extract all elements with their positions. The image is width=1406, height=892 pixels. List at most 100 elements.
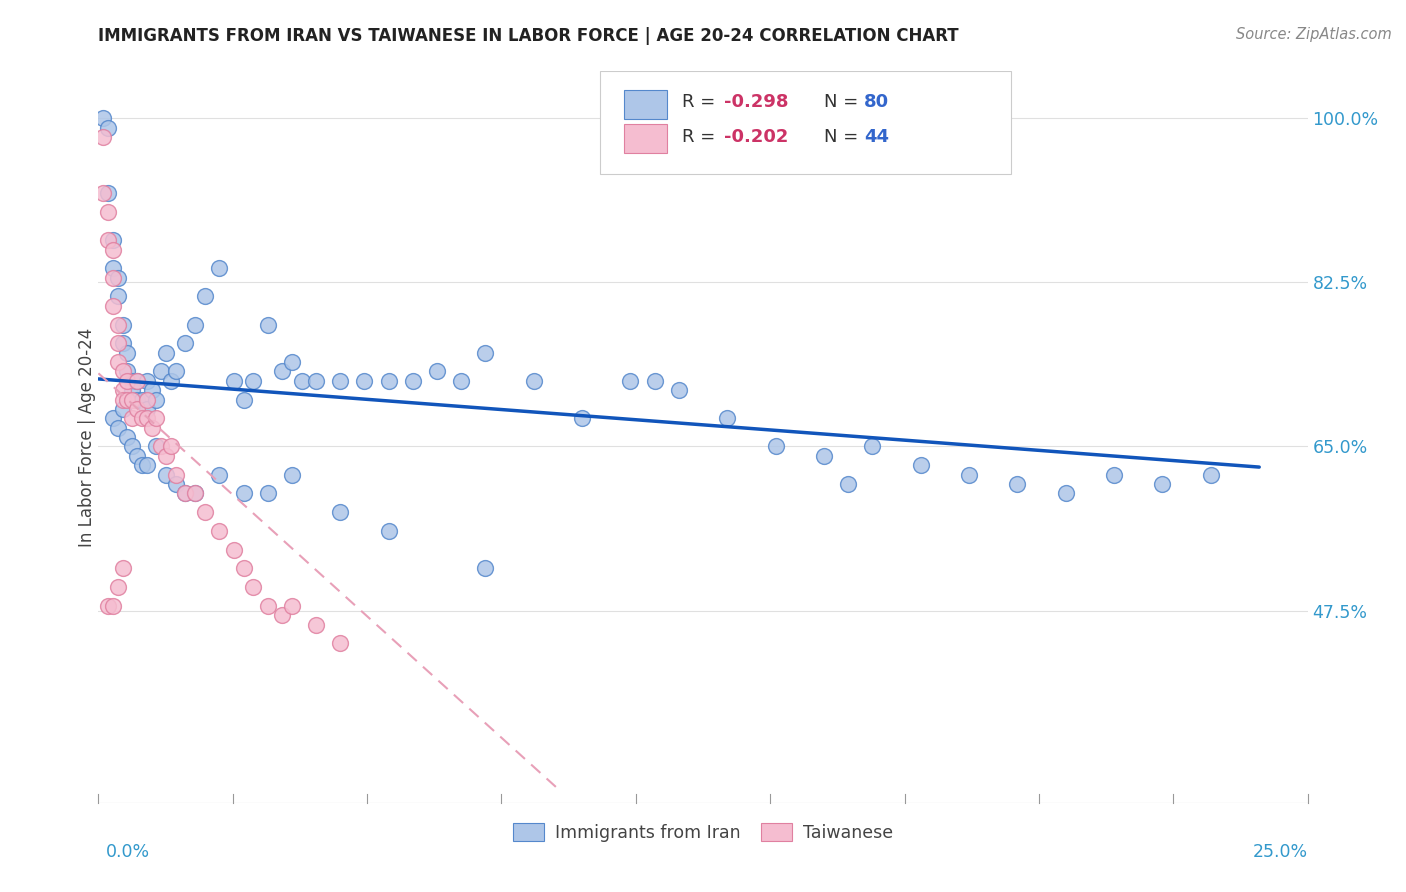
- Point: [208, 524, 231, 538]
- Point: [117, 430, 139, 444]
- Point: [111, 318, 134, 332]
- Point: [131, 392, 153, 407]
- Point: [281, 355, 304, 369]
- Text: 25.0%: 25.0%: [1253, 843, 1308, 861]
- Point: [1102, 467, 1125, 482]
- Point: [256, 486, 278, 500]
- Point: [910, 458, 932, 473]
- Point: [232, 392, 254, 407]
- Point: [377, 524, 399, 538]
- Point: [271, 364, 294, 378]
- Text: IMMIGRANTS FROM IRAN VS TAIWANESE IN LABOR FORCE | AGE 20-24 CORRELATION CHART: IMMIGRANTS FROM IRAN VS TAIWANESE IN LAB…: [98, 27, 959, 45]
- Point: [101, 411, 124, 425]
- Point: [101, 261, 124, 276]
- Point: [860, 440, 883, 454]
- Point: [145, 440, 167, 454]
- Point: [155, 345, 177, 359]
- Point: [107, 355, 129, 369]
- Point: [97, 205, 120, 219]
- Point: [127, 374, 149, 388]
- FancyBboxPatch shape: [600, 71, 1011, 174]
- Point: [145, 411, 167, 425]
- Point: [155, 449, 177, 463]
- Point: [135, 458, 157, 473]
- Text: N =: N =: [824, 93, 863, 112]
- Point: [127, 449, 149, 463]
- Point: [305, 374, 328, 388]
- Point: [256, 599, 278, 613]
- Point: [141, 383, 163, 397]
- Point: [194, 289, 217, 303]
- Point: [91, 186, 114, 201]
- Point: [111, 561, 134, 575]
- Point: [329, 505, 352, 519]
- Point: [97, 186, 120, 201]
- Text: R =: R =: [682, 128, 721, 146]
- Point: [426, 364, 449, 378]
- Point: [111, 364, 134, 378]
- Point: [474, 345, 496, 359]
- Point: [131, 458, 153, 473]
- Point: [127, 401, 149, 416]
- Point: [101, 243, 124, 257]
- Point: [619, 374, 641, 388]
- Point: [91, 112, 114, 126]
- Point: [232, 486, 254, 500]
- Point: [121, 411, 143, 425]
- Point: [145, 392, 167, 407]
- Point: [765, 440, 787, 454]
- Point: [290, 374, 312, 388]
- Point: [716, 411, 738, 425]
- Point: [957, 467, 980, 482]
- FancyBboxPatch shape: [624, 124, 666, 153]
- Point: [97, 599, 120, 613]
- Point: [97, 233, 120, 247]
- Point: [184, 318, 207, 332]
- Point: [1199, 467, 1222, 482]
- Point: [353, 374, 375, 388]
- Point: [107, 289, 129, 303]
- Point: [668, 383, 690, 397]
- Point: [523, 374, 546, 388]
- Point: [101, 270, 124, 285]
- Point: [242, 580, 264, 594]
- FancyBboxPatch shape: [624, 89, 666, 119]
- Point: [111, 336, 134, 351]
- Point: [222, 542, 245, 557]
- Point: [184, 486, 207, 500]
- Point: [101, 233, 124, 247]
- Point: [135, 374, 157, 388]
- Point: [174, 486, 197, 500]
- Point: [305, 617, 328, 632]
- Point: [117, 364, 139, 378]
- Point: [450, 374, 472, 388]
- Point: [101, 599, 124, 613]
- Point: [155, 467, 177, 482]
- Point: [329, 374, 352, 388]
- Point: [402, 374, 425, 388]
- Point: [1152, 477, 1174, 491]
- Legend: Immigrants from Iran, Taiwanese: Immigrants from Iran, Taiwanese: [506, 816, 900, 849]
- Text: -0.202: -0.202: [724, 128, 787, 146]
- Point: [222, 374, 245, 388]
- Point: [165, 477, 187, 491]
- Point: [141, 420, 163, 434]
- Point: [111, 401, 134, 416]
- Point: [837, 477, 859, 491]
- Point: [242, 374, 264, 388]
- Text: Source: ZipAtlas.com: Source: ZipAtlas.com: [1236, 27, 1392, 42]
- Point: [117, 374, 139, 388]
- Point: [107, 336, 129, 351]
- Point: [174, 336, 197, 351]
- Point: [160, 374, 183, 388]
- Point: [150, 364, 173, 378]
- Y-axis label: In Labor Force | Age 20-24: In Labor Force | Age 20-24: [79, 327, 96, 547]
- Point: [107, 270, 129, 285]
- Point: [91, 130, 114, 145]
- Point: [150, 440, 173, 454]
- Point: [107, 318, 129, 332]
- Point: [135, 401, 157, 416]
- Point: [208, 261, 231, 276]
- Point: [127, 392, 149, 407]
- Text: R =: R =: [682, 93, 721, 112]
